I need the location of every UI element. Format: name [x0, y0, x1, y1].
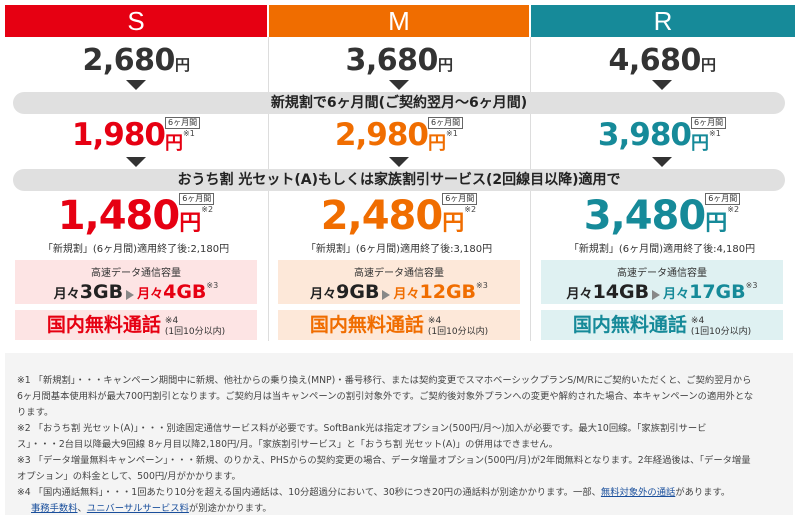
free-call-box-r: 国内無料通話 ※4 (1回10分以内) [541, 310, 783, 340]
discount-price-r: 3,980 6ヶ月間 円※1 [533, 117, 791, 155]
data-capacity-value: 月々9GB 月々12GB※3 [310, 281, 488, 303]
bundle-price-r: 3,480 6ヶ月間 円※2 [583, 193, 741, 239]
footnotes: ※1 「新規割」・・・キャンペーン期間中に新規、他社からの乗り換え(MNP)・番… [5, 353, 793, 515]
six-month-tag: 6ヶ月間 [705, 193, 741, 205]
admin-fee-link[interactable]: 事務手数料 [31, 503, 78, 514]
six-month-tag: 6ヶ月間 [164, 117, 201, 129]
right-triangle-icon [652, 289, 661, 300]
six-month-tag: 6ヶ月間 [442, 193, 478, 205]
after-discount-price-r: 「新規割」(6ヶ月間)適用終了後:4,180円 [568, 244, 756, 255]
data-capacity-box-s: 高速データ通信容量 月々3GB 月々4GB※3 [15, 260, 257, 304]
right-triangle-icon [382, 289, 391, 300]
data-capacity-box-m: 高速データ通信容量 月々9GB 月々12GB※3 [278, 260, 520, 304]
plan-header-m: M [269, 5, 529, 37]
discount-price-s: 1,980 6ヶ月間 円※1 [7, 117, 265, 155]
universal-service-fee-link[interactable]: ユニバーサルサービス料 [86, 503, 189, 514]
bundle-discount-band: おうち割 光セット(A)もしくは家族割引サービス(2回線目以降)適用で [13, 169, 785, 191]
down-arrow-icon [652, 80, 672, 90]
discount-price-m: 2,980 6ヶ月間 円※1 [270, 117, 528, 155]
data-capacity-label: 高速データ通信容量 [354, 268, 444, 279]
after-discount-price-m: 「新規割」(6ヶ月間)適用終了後:3,180円 [305, 244, 493, 255]
data-capacity-value: 月々3GB 月々4GB※3 [53, 281, 219, 303]
after-discount-price-s: 「新規割」(6ヶ月間)適用終了後:2,180円 [42, 244, 230, 255]
footnote-2: ※2 「おうち割 光セット(A)」・・・別途固定通信サービス料が必要です。Sof… [17, 423, 707, 450]
data-capacity-label: 高速データ通信容量 [91, 268, 181, 279]
bundle-price-m: 2,480 6ヶ月間 円※2 [320, 193, 478, 239]
down-arrow-icon [652, 157, 672, 167]
non-free-calls-link[interactable]: 無料対象外の通話 [600, 487, 676, 498]
base-price-m: 3,680円 [345, 43, 453, 78]
data-capacity-value: 月々14GB 月々17GB※3 [566, 281, 758, 303]
data-capacity-box-r: 高速データ通信容量 月々14GB 月々17GB※3 [541, 260, 783, 304]
plan-header-s: S [5, 5, 267, 37]
down-arrow-icon [126, 80, 146, 90]
down-arrow-icon [389, 80, 409, 90]
footnote-1: ※1 「新規割」・・・キャンペーン期間中に新規、他社からの乗り換え(MNP)・番… [17, 375, 754, 418]
base-price-s: 2,680円 [82, 43, 190, 78]
new-discount-band: 新規割で6ヶ月間(ご契約翌月〜6ヶ月間) [13, 92, 785, 114]
footnote-4: ※4 「国内通話無料」・・・1回あたり10分を超える国内通話は、10分超過分にお… [17, 487, 731, 514]
bundle-price-s: 1,480 6ヶ月間 円※2 [57, 193, 215, 239]
free-call-box-m: 国内無料通話 ※4 (1回10分以内) [278, 310, 520, 340]
down-arrow-icon [389, 157, 409, 167]
free-call-box-s: 国内無料通話 ※4 (1回10分以内) [15, 310, 257, 340]
footnote-3: ※3 「データ増量無料キャンペーン」・・・新規、のりかえ、PHSからの契約変更の… [17, 455, 751, 482]
six-month-tag: 6ヶ月間 [690, 117, 727, 129]
base-price-r: 4,680円 [608, 43, 716, 78]
six-month-tag: 6ヶ月間 [427, 117, 464, 129]
six-month-tag: 6ヶ月間 [179, 193, 215, 205]
right-triangle-icon [126, 289, 135, 300]
plan-table: S M R 2,680円 3,680円 4,680円 新規割で6ヶ月間(ご契約翌… [5, 5, 795, 343]
plan-header-r: R [531, 5, 795, 37]
data-capacity-label: 高速データ通信容量 [617, 268, 707, 279]
down-arrow-icon [126, 157, 146, 167]
